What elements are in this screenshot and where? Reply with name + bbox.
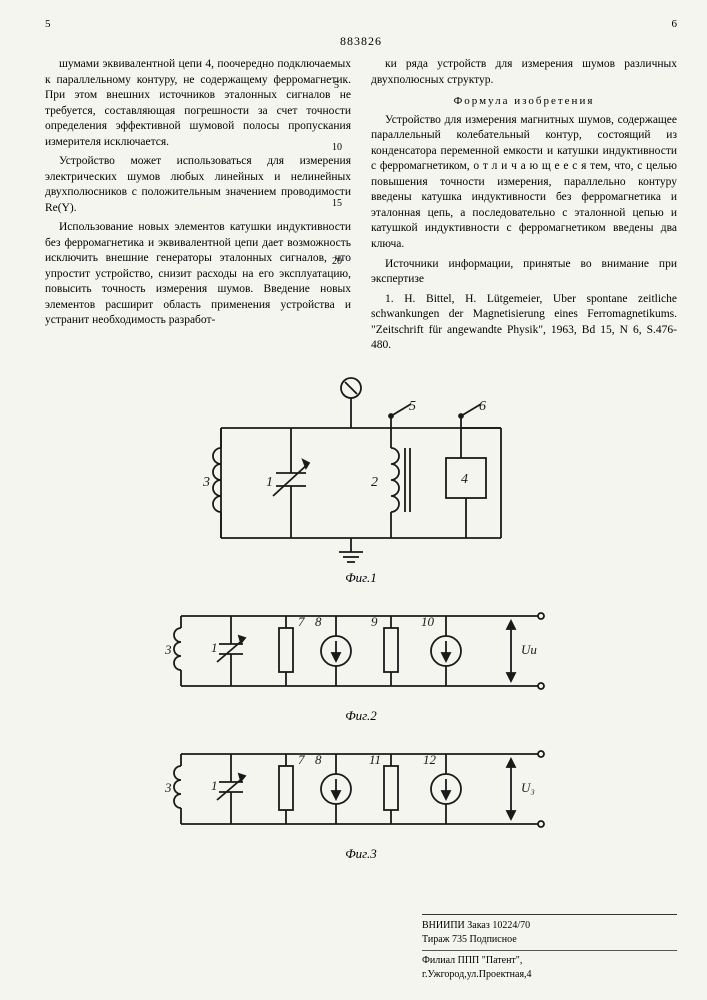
figure-1: 3 1 2 4 5 6 Фиг.1: [45, 368, 677, 586]
fig2-caption: Фиг.2: [45, 708, 677, 724]
line-num: 10: [332, 142, 342, 153]
header: 5 6: [45, 18, 677, 30]
paragraph: Использование новых элементов катушки ин…: [45, 220, 351, 329]
figure-2: 3 1 7 8 9 10 Uи Фиг.2: [45, 596, 677, 724]
fig3-output: U₃: [521, 780, 535, 795]
fig3-label-7: 7: [298, 752, 305, 767]
right-column: ки ряда устройств для измерения шумов ра…: [371, 57, 677, 358]
paragraph: Устройство для измерения магнитных шумов…: [371, 113, 677, 253]
fig1-caption: Фиг.1: [45, 570, 677, 586]
fig1-label-6: 6: [479, 399, 486, 414]
fig3-label-1: 1: [211, 778, 218, 793]
fig3-caption: Фиг.3: [45, 846, 677, 862]
figures-area: 3 1 2 4 5 6 Фиг.1: [45, 368, 677, 862]
fig2-svg: 3 1 7 8 9 10 Uи: [141, 596, 581, 706]
fig3-label-12: 12: [423, 752, 437, 767]
fig1-label-2: 2: [371, 475, 378, 490]
paragraph: шумами эквивалентной цепи 4, поочередно …: [45, 57, 351, 150]
footer: ВНИИПИ Заказ 10224/70 Тираж 735 Подписно…: [422, 914, 677, 982]
text-columns: шумами эквивалентной цепи 4, поочередно …: [45, 57, 677, 358]
fig2-label-3: 3: [164, 642, 172, 657]
fig2-label-7: 7: [298, 614, 305, 629]
paragraph: ки ряда устройств для измерения шумов ра…: [371, 57, 677, 88]
left-column: шумами эквивалентной цепи 4, поочередно …: [45, 57, 351, 358]
line-num: 5: [334, 80, 339, 91]
footer-line: Тираж 735 Подписное: [422, 934, 517, 945]
fig1-label-4: 4: [461, 472, 468, 487]
formula-title: Формула изобретения: [371, 94, 677, 109]
footer-line: г.Ужгород,ул.Проектная,4: [422, 969, 532, 980]
fig1-label-1: 1: [266, 475, 273, 490]
line-num: 20: [332, 256, 342, 267]
sources-title: Источники информации, принятые во вниман…: [371, 257, 677, 288]
col-num-right: 6: [672, 18, 678, 30]
fig3-svg: 3 1 7 8 11 12 U₃: [141, 734, 581, 844]
paragraph: Устройство может использоваться для изме…: [45, 154, 351, 216]
fig2-label-1: 1: [211, 640, 218, 655]
footer-line: ВНИИПИ Заказ 10224/70: [422, 920, 530, 931]
fig1-label-3: 3: [202, 475, 210, 490]
paragraph: 1. H. Bittel, H. Lütgemeier, Uber sponta…: [371, 292, 677, 354]
fig2-label-8: 8: [315, 614, 322, 629]
fig1-svg: 3 1 2 4 5 6: [161, 368, 561, 568]
line-num: 15: [332, 198, 342, 209]
figure-3: 3 1 7 8 11 12 U₃ Фиг.3: [45, 734, 677, 862]
fig3-label-3: 3: [164, 780, 172, 795]
patent-page: 5 6 883826 шумами эквивалентной цепи 4, …: [0, 0, 707, 1000]
fig2-label-9: 9: [371, 614, 378, 629]
footer-line: Филиал ППП "Патент",: [422, 955, 522, 966]
fig3-label-8: 8: [315, 752, 322, 767]
col-num-left: 5: [45, 18, 51, 30]
fig2-output: Uи: [521, 642, 537, 657]
fig1-label-5: 5: [409, 399, 416, 414]
fig2-label-10: 10: [421, 614, 435, 629]
fig3-label-11: 11: [369, 752, 381, 767]
patent-number: 883826: [45, 34, 677, 49]
